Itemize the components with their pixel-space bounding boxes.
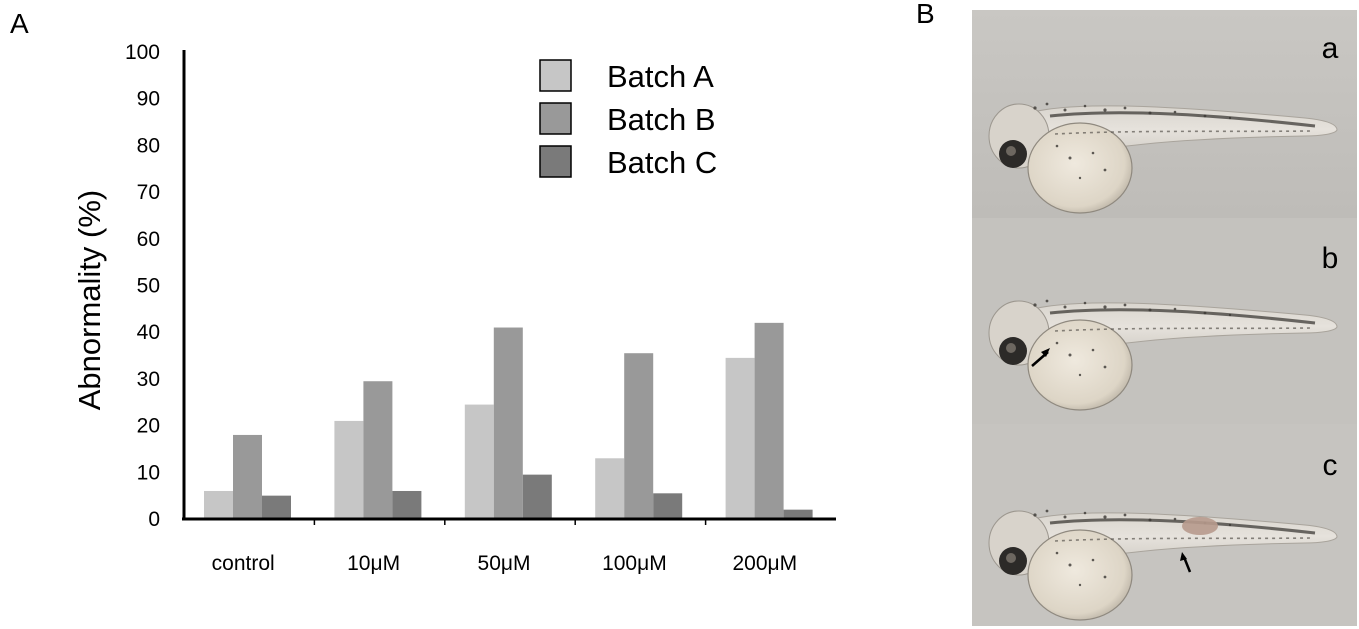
y-tick-label: 10 xyxy=(137,461,160,484)
photo-label-a: a xyxy=(1322,32,1339,65)
legend-label: Batch C xyxy=(607,145,717,180)
y-tick-label: 40 xyxy=(137,321,160,344)
panel-label-b: B xyxy=(916,0,935,29)
embryo-image-a xyxy=(987,101,1339,215)
axes-group xyxy=(182,50,836,525)
y-tick-label: 80 xyxy=(137,134,160,157)
y-tick-label: 90 xyxy=(137,88,160,111)
bar-batch-b-4 xyxy=(754,322,784,519)
bar-batch-a-1 xyxy=(334,420,364,519)
bar-batch-b-1 xyxy=(363,381,393,519)
legend-label: Batch B xyxy=(607,102,716,137)
bar-batch-c-2 xyxy=(522,474,552,519)
panel-label-a: A xyxy=(10,8,29,39)
bar-batch-a-2 xyxy=(464,404,494,519)
photo-label-c: c xyxy=(1323,449,1338,482)
legend-label: Batch A xyxy=(607,59,714,94)
legend-group: Batch A Batch B Batch C xyxy=(539,59,717,180)
x-category-label: 10μM xyxy=(347,552,400,575)
x-category-label: 50μM xyxy=(478,552,531,575)
bar-batch-b-2 xyxy=(493,327,523,519)
x-categories-group: control 10μM 50μM 100μM 200μM xyxy=(212,552,797,575)
y-axis-label: Abnormality (%) xyxy=(72,190,107,411)
bar-batch-a-4 xyxy=(725,357,755,519)
bars-group xyxy=(204,322,813,519)
photo-frame-b xyxy=(972,218,1357,424)
y-tick-label: 60 xyxy=(137,228,160,251)
y-tick-label: 70 xyxy=(137,181,160,204)
x-category-label: 100μM xyxy=(602,552,667,575)
y-tick-label: 0 xyxy=(148,508,160,531)
embryo-image-b xyxy=(987,298,1339,412)
y-tick-label: 50 xyxy=(137,275,160,298)
bar-batch-a-3 xyxy=(595,458,625,519)
bar-batch-b-0 xyxy=(233,434,262,519)
bar-batch-c-3 xyxy=(653,493,683,519)
y-tick-label: 30 xyxy=(137,368,160,391)
arrow-icon xyxy=(1180,552,1192,573)
x-category-label: control xyxy=(212,552,275,575)
bar-batch-c-1 xyxy=(392,490,422,519)
bar-batch-c-4 xyxy=(783,509,813,519)
embryo-image-c xyxy=(987,508,1339,622)
photo-frame-c xyxy=(972,424,1357,626)
x-category-label: 200μM xyxy=(732,552,797,575)
photo-frame-a xyxy=(972,10,1357,218)
y-tick-label: 20 xyxy=(137,415,160,438)
bar-batch-a-0 xyxy=(204,490,233,519)
bar-batch-b-3 xyxy=(624,353,654,519)
y-tick-label: 100 xyxy=(125,41,160,64)
legend-swatch xyxy=(539,59,572,92)
legend-swatch xyxy=(539,102,572,135)
arrow-icon xyxy=(1031,348,1050,367)
bar-chart: 0 10 20 30 40 50 60 70 80 90 100 control 10μM 50μM 10… xyxy=(72,41,836,575)
bar-batch-c-0 xyxy=(262,495,291,519)
photo-label-b: b xyxy=(1322,242,1339,275)
y-ticks-group: 0 10 20 30 40 50 60 70 80 90 100 xyxy=(125,41,160,531)
legend-swatch xyxy=(539,145,572,178)
lesion-spot-c xyxy=(1182,517,1218,535)
